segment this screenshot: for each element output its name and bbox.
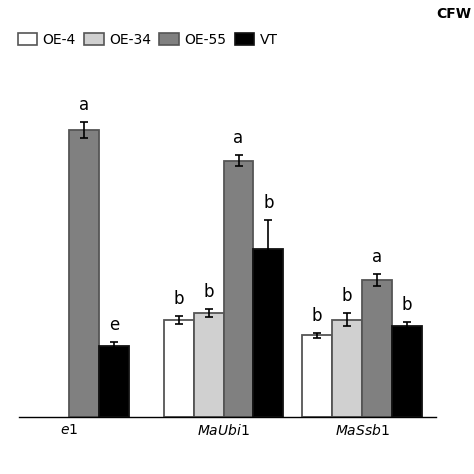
Bar: [164, 320, 194, 417]
Legend: OE-4, OE-34, OE-55, VT: OE-4, OE-34, OE-55, VT: [18, 33, 278, 46]
Text: b: b: [263, 194, 273, 212]
Bar: [392, 327, 422, 417]
Bar: [99, 346, 129, 417]
Bar: [302, 335, 332, 417]
Text: a: a: [79, 96, 89, 114]
Text: b: b: [312, 307, 322, 325]
Text: b: b: [203, 283, 214, 301]
Text: a: a: [234, 129, 244, 147]
Text: CFW: CFW: [437, 7, 472, 21]
Bar: [69, 129, 99, 417]
Bar: [332, 320, 362, 417]
Text: b: b: [173, 290, 184, 308]
Text: b: b: [401, 296, 412, 314]
Text: a: a: [372, 248, 382, 266]
Bar: [224, 161, 254, 417]
Bar: [194, 313, 224, 417]
Bar: [362, 280, 392, 417]
Text: e: e: [109, 316, 119, 334]
Text: b: b: [342, 287, 352, 305]
Bar: [254, 249, 283, 417]
